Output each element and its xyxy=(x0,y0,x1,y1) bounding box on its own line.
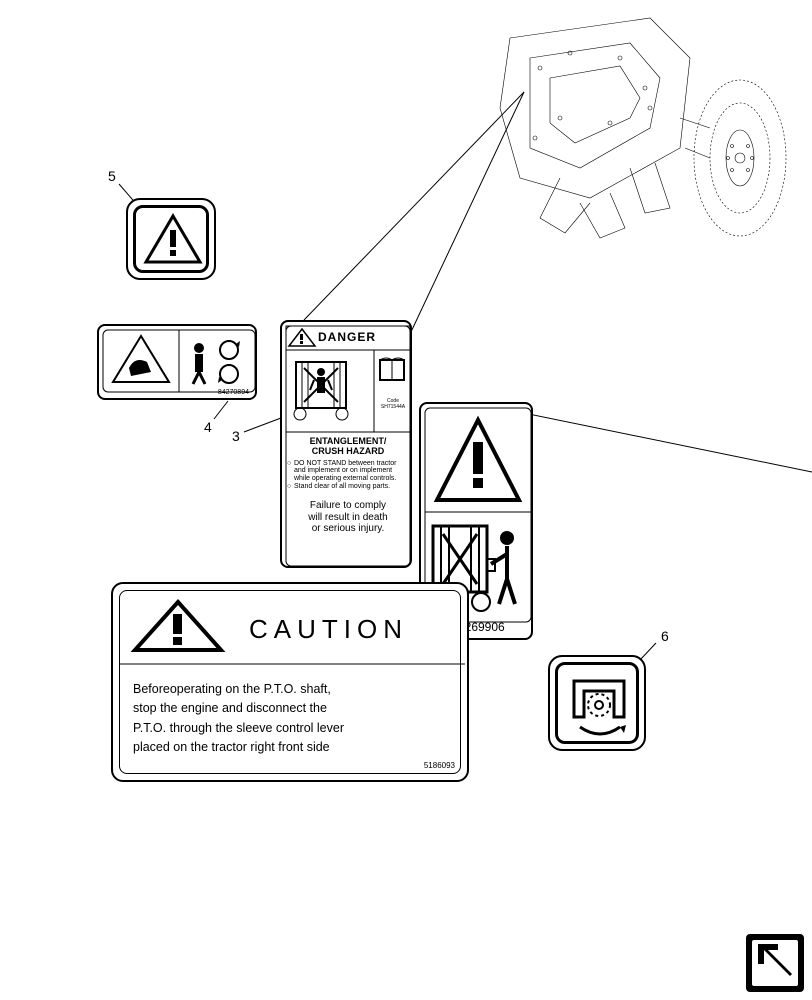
decal-1-line4: placed on the tractor right front side xyxy=(133,738,344,757)
decal-3-fail1: Failure to comply xyxy=(282,500,414,512)
decal-1-header: CAUTION xyxy=(249,614,408,645)
callout-3: 3 xyxy=(232,428,240,444)
decal-6-pto-square xyxy=(548,655,646,751)
corner-arrow-icon xyxy=(746,934,804,992)
corner-nav-icon[interactable] xyxy=(746,934,804,992)
decal-3-code: SH71544A xyxy=(378,404,408,410)
decal-4-pictogram: 84270894 xyxy=(97,324,257,400)
decal-3-b2: and implement or on implement xyxy=(294,467,410,474)
decal-3-header: DANGER xyxy=(318,330,376,344)
decal-3-sub1: ENTANGLEMENT/ xyxy=(282,436,414,446)
decal-3-fail2: will result in death xyxy=(282,512,414,524)
warning-triangle-icon xyxy=(128,200,218,282)
decal-1-line2: stop the engine and disconnect the xyxy=(133,699,344,718)
decal-5-warning-square xyxy=(126,198,216,280)
decal-3-b3: while operating external controls. xyxy=(294,475,410,482)
decal-3-sub2: CRUSH HAZARD xyxy=(282,446,414,456)
decal-3-b1: DO NOT STAND between tractor xyxy=(294,460,396,467)
decal-1-code: 5186093 xyxy=(424,761,455,770)
callout-5: 5 xyxy=(108,168,116,184)
decal-4-code: 84270894 xyxy=(218,389,249,396)
axle-assembly-sketch xyxy=(470,8,810,268)
decal-3-b4: Stand clear of all moving parts. xyxy=(294,483,390,490)
callout-4: 4 xyxy=(204,419,212,435)
callout-6: 6 xyxy=(661,628,669,644)
decal-1-caution: CAUTION Beforeoperating on the P.T.O. sh… xyxy=(111,582,469,782)
diagram-canvas: 5 4 3 2 1 6 84270894 xyxy=(0,0,812,1000)
decal-3-danger: DANGER Code SH71544A ENTANGLEMENT/ CRUSH… xyxy=(280,320,412,568)
decal-1-line1: Beforeoperating on the P.T.O. shaft, xyxy=(133,680,344,699)
decal-3-fail3: or serious injury. xyxy=(282,523,414,535)
pto-engage-icon xyxy=(550,657,648,753)
decal-1-line3: P.T.O. through the sleeve control lever xyxy=(133,719,344,738)
